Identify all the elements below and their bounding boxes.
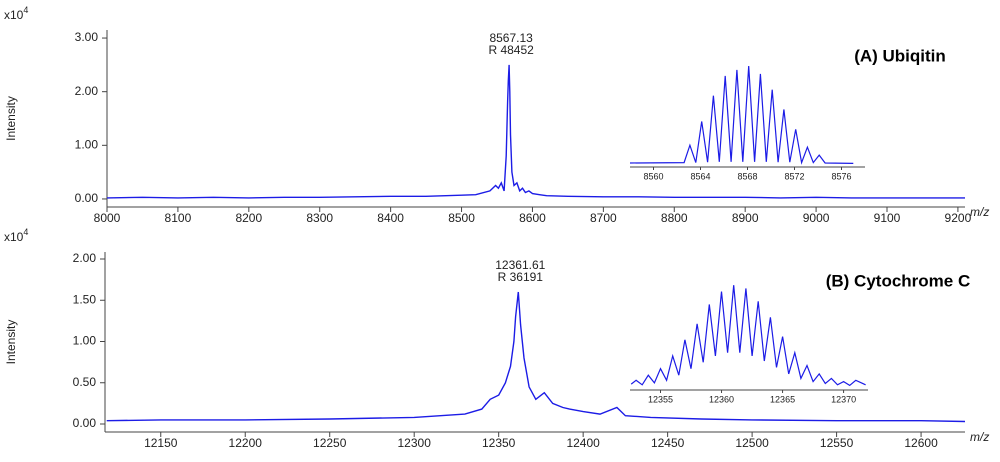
inset-tick-label: 8572 — [784, 171, 804, 181]
y-scale-base: x10 — [4, 230, 24, 244]
x-tick-label: 12350 — [482, 436, 516, 450]
inset-tick-label: 8568 — [737, 171, 757, 181]
inset-spectrum — [629, 65, 854, 165]
inset-tick-label: 12355 — [648, 394, 673, 404]
x-axis-label: m/z — [970, 430, 989, 444]
y-tick-label: 0.50 — [73, 375, 97, 389]
x-tick-label: 12300 — [398, 436, 432, 450]
y-tick-label: 1.00 — [75, 137, 99, 151]
inset-tick-label: 12360 — [709, 394, 734, 404]
x-axis-label: m/z — [970, 205, 989, 219]
spectrum — [106, 64, 965, 199]
y-axis-label: Intensity — [4, 96, 18, 141]
panel-title: (B) Cytochrome C — [826, 271, 971, 290]
y-tick-label: 2.00 — [75, 84, 99, 98]
y-tick-label: 0.00 — [73, 416, 97, 430]
inset-spectrum — [630, 285, 866, 387]
x-tick-label: 12200 — [229, 436, 263, 450]
x-tick-label: 8700 — [590, 211, 617, 225]
y-tick-label: 0.00 — [75, 191, 99, 205]
peak-label: 8567.13 — [489, 31, 533, 45]
y-scale-base: x10 — [4, 8, 24, 22]
y-tick-label: 1.50 — [73, 292, 97, 306]
x-tick-label: 12550 — [820, 436, 854, 450]
y-tick-label: 1.00 — [73, 334, 97, 348]
x-tick-label: 8400 — [377, 211, 404, 225]
x-tick-label: 12150 — [144, 436, 178, 450]
x-tick-label: 8300 — [306, 211, 333, 225]
y-axis-label: Intensity — [4, 320, 18, 365]
inset-tick-label: 8576 — [831, 171, 851, 181]
x-tick-label: 12400 — [566, 436, 600, 450]
x-tick-label: 12250 — [313, 436, 347, 450]
x-tick-label: 9200 — [945, 211, 972, 225]
x-tick-label: 8500 — [448, 211, 475, 225]
x-tick-label: 8600 — [519, 211, 546, 225]
inset-tick-label: 12365 — [770, 394, 795, 404]
x-tick-label: 8200 — [235, 211, 262, 225]
x-tick-label: 8000 — [94, 211, 121, 225]
inset-tick-label: 8560 — [643, 171, 663, 181]
x-tick-label: 9000 — [803, 211, 830, 225]
y-scale: x104 — [4, 227, 28, 244]
x-tick-label: 12500 — [735, 436, 769, 450]
y-tick-label: 3.00 — [75, 30, 99, 44]
peak-label: R 36191 — [498, 270, 544, 284]
x-tick-label: 8800 — [661, 211, 688, 225]
y-scale-exp: 4 — [23, 5, 28, 15]
inset-tick-label: 8564 — [690, 171, 710, 181]
x-tick-label: 8100 — [165, 211, 192, 225]
peak-label: 12361.61 — [495, 258, 545, 272]
y-scale: x104 — [4, 5, 28, 22]
x-tick-label: 8900 — [732, 211, 759, 225]
inset-tick-label: 12370 — [831, 394, 856, 404]
panel-title: (A) Ubiqitin — [854, 46, 946, 65]
peak-label: R 48452 — [488, 43, 534, 57]
y-tick-label: 2.00 — [73, 251, 97, 265]
spectrum — [106, 291, 966, 423]
x-tick-label: 12600 — [904, 436, 938, 450]
x-tick-label: 12450 — [651, 436, 685, 450]
x-tick-label: 9100 — [874, 211, 901, 225]
y-scale-exp: 4 — [23, 227, 28, 237]
